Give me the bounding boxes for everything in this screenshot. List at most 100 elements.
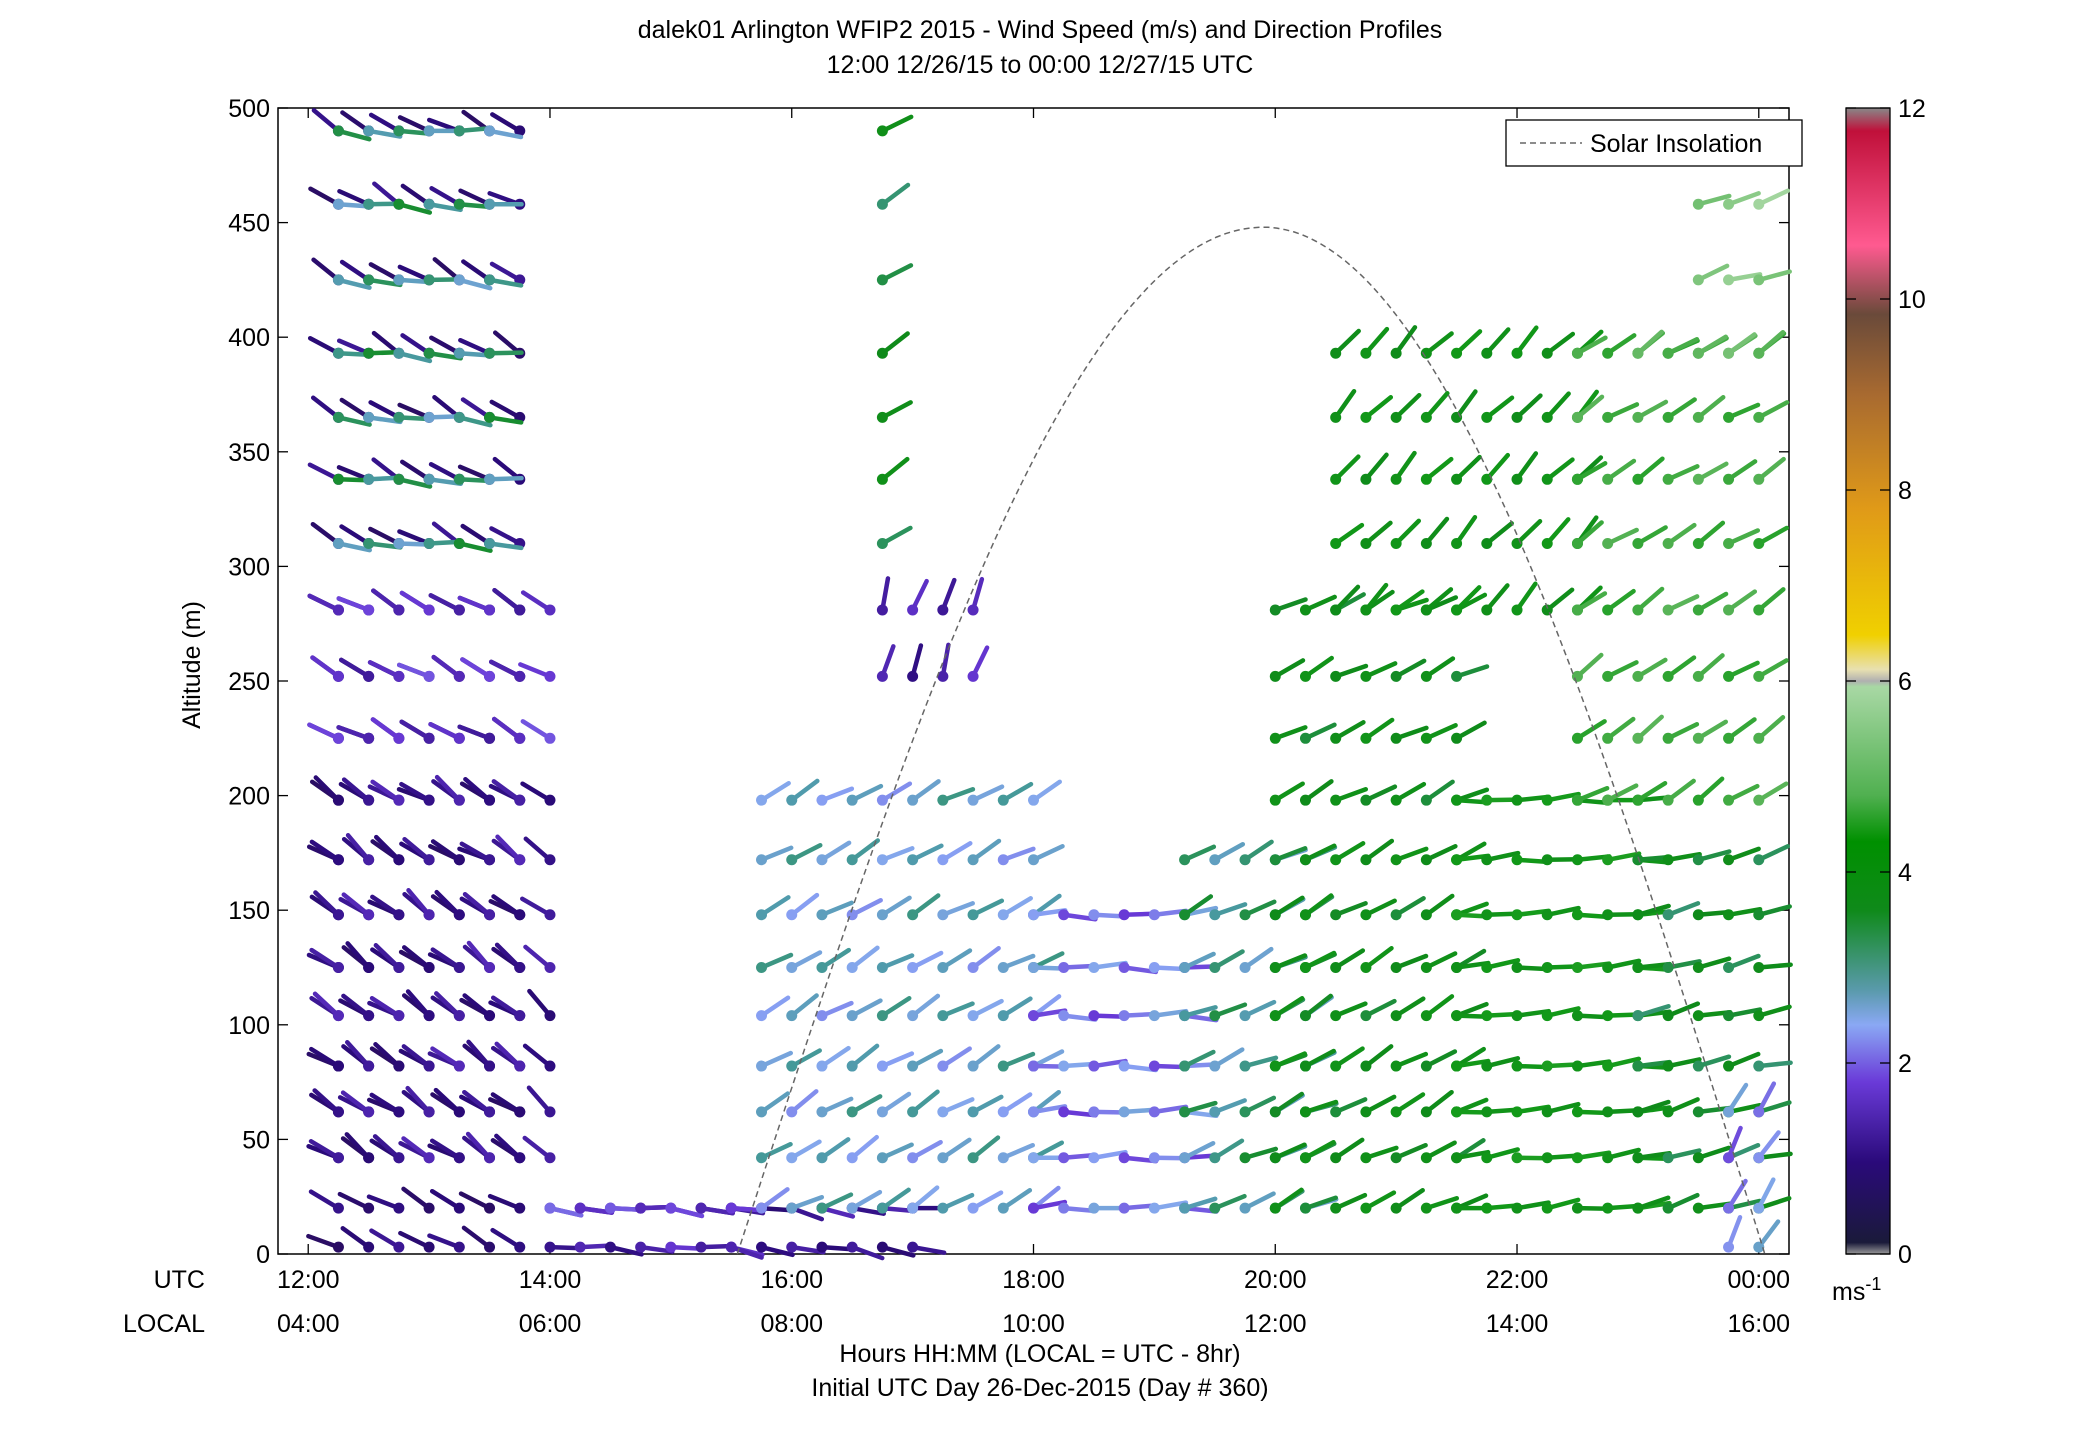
wind-barb-point bbox=[1753, 670, 1765, 682]
wind-barb-point bbox=[1662, 794, 1674, 806]
wind-barb-point bbox=[332, 732, 344, 744]
wind-barb-point bbox=[876, 1152, 888, 1164]
wind-barb-point bbox=[1058, 1202, 1070, 1214]
wind-barb-point bbox=[1632, 1202, 1644, 1214]
wind-barb-point bbox=[786, 1106, 798, 1118]
wind-barb-point bbox=[1511, 1106, 1523, 1118]
wind-barb-point bbox=[484, 125, 496, 137]
wind-barb-point bbox=[816, 1010, 828, 1022]
wind-barb-point bbox=[332, 1010, 344, 1022]
wind-barb-point bbox=[1632, 794, 1644, 806]
wind-barb-point bbox=[1330, 473, 1342, 485]
wind-barb-point bbox=[1330, 1060, 1342, 1072]
wind-barb-point bbox=[1360, 670, 1372, 682]
x-tick-label-local: 14:00 bbox=[1486, 1310, 1549, 1338]
wind-barb-point bbox=[544, 1202, 556, 1214]
wind-barb-point bbox=[1632, 604, 1644, 616]
wind-barb-point bbox=[1662, 1202, 1674, 1214]
wind-barb-point bbox=[1239, 909, 1251, 921]
wind-barb-point bbox=[816, 962, 828, 973]
wind-barb-point bbox=[967, 604, 979, 616]
wind-barb-point bbox=[363, 1152, 375, 1164]
wind-barb-point bbox=[816, 794, 828, 806]
wind-barb-point bbox=[514, 732, 526, 744]
wind-barb-point bbox=[1662, 537, 1674, 549]
wind-barb-point bbox=[1360, 1010, 1372, 1022]
wind-barb-point bbox=[635, 1241, 647, 1253]
wind-barb-point bbox=[1058, 909, 1070, 921]
wind-barb-point bbox=[786, 962, 798, 973]
wind-barb-point bbox=[332, 125, 344, 137]
wind-barb-point bbox=[1662, 604, 1674, 616]
wind-barb-point bbox=[1330, 732, 1342, 744]
x-tick-label-local: 10:00 bbox=[1002, 1310, 1065, 1338]
wind-barb-point bbox=[393, 670, 405, 682]
wind-barb-point bbox=[816, 1152, 828, 1164]
wind-barb-point bbox=[332, 794, 344, 806]
wind-barb-point bbox=[997, 794, 1009, 806]
wind-barb-point bbox=[1662, 854, 1674, 866]
wind-barb-point bbox=[1753, 1106, 1765, 1118]
wind-barb-point bbox=[1239, 1202, 1251, 1214]
wind-barb-point bbox=[363, 1202, 375, 1214]
wind-barb-point bbox=[1360, 537, 1372, 549]
colorbar-tick-label: 12 bbox=[1898, 95, 1926, 123]
wind-barb-point bbox=[1571, 1106, 1583, 1118]
wind-barb-point bbox=[846, 962, 858, 973]
wind-barb-point bbox=[332, 473, 344, 485]
wind-barb-point bbox=[1148, 1152, 1160, 1164]
wind-barb-point bbox=[1753, 274, 1765, 286]
wind-barb-point bbox=[1723, 604, 1735, 616]
wind-barb-point bbox=[484, 1241, 496, 1253]
wind-barb-point bbox=[453, 1152, 465, 1164]
wind-barb-point bbox=[363, 411, 375, 423]
wind-barb-point bbox=[756, 1241, 768, 1253]
wind-barb-point bbox=[1541, 1202, 1553, 1214]
wind-barb-point bbox=[1269, 962, 1281, 973]
x-tick-label-local: 16:00 bbox=[1727, 1310, 1790, 1338]
wind-barb-point bbox=[514, 854, 526, 866]
wind-barb-point bbox=[332, 411, 344, 423]
wind-barb-point bbox=[1692, 198, 1704, 210]
wind-barb-point bbox=[1753, 537, 1765, 549]
wind-barb-point bbox=[393, 274, 405, 286]
colorbar-tick-label: 8 bbox=[1898, 477, 1912, 505]
wind-barb-point bbox=[1723, 1106, 1735, 1118]
wind-barb-point bbox=[786, 854, 798, 866]
wind-barb-point bbox=[544, 732, 556, 744]
wind-barb-point bbox=[907, 1106, 919, 1118]
wind-barb-point bbox=[1602, 854, 1614, 866]
wind-barb-point bbox=[816, 1202, 828, 1214]
legend: Solar Insolation bbox=[1505, 119, 1803, 167]
wind-barb-point bbox=[1481, 1010, 1493, 1022]
wind-barb-point bbox=[1692, 670, 1704, 682]
wind-barb-point bbox=[393, 1241, 405, 1253]
wind-barb-point bbox=[1360, 1152, 1372, 1164]
wind-barb-point bbox=[1723, 198, 1735, 210]
wind-barb-point bbox=[846, 1241, 858, 1253]
x-tick-label-utc: 20:00 bbox=[1244, 1266, 1307, 1294]
wind-barb-point bbox=[1299, 1010, 1311, 1022]
wind-barb-point bbox=[1028, 1060, 1039, 1072]
wind-barb-point bbox=[363, 125, 375, 137]
wind-barb-point bbox=[1299, 1060, 1311, 1072]
wind-barb-point bbox=[514, 962, 526, 973]
wind-barb-point bbox=[756, 1060, 768, 1072]
wind-barb-point bbox=[1541, 794, 1553, 806]
wind-barb-point bbox=[393, 347, 405, 359]
wind-barb-point bbox=[1632, 537, 1644, 549]
wind-barb-point bbox=[1723, 962, 1735, 973]
wind-barb-point bbox=[1239, 962, 1251, 973]
wind-barb-point bbox=[1632, 1060, 1644, 1072]
wind-barb-point bbox=[604, 1241, 616, 1253]
wind-barb-point bbox=[1148, 909, 1160, 921]
wind-barb-point bbox=[997, 962, 1009, 973]
wind-barb-point bbox=[363, 274, 375, 286]
wind-barb-point bbox=[453, 411, 465, 423]
colorbar-tick-label: 10 bbox=[1898, 286, 1926, 314]
wind-barb-point bbox=[1723, 909, 1735, 921]
wind-barb-point bbox=[1390, 1152, 1402, 1164]
wind-barb-point bbox=[484, 1010, 496, 1022]
x-tick-label-utc: 18:00 bbox=[1002, 1266, 1065, 1294]
wind-barb-point bbox=[1209, 854, 1221, 866]
